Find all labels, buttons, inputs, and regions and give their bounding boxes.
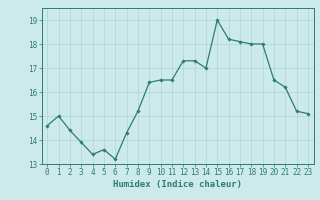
X-axis label: Humidex (Indice chaleur): Humidex (Indice chaleur) [113,180,242,189]
